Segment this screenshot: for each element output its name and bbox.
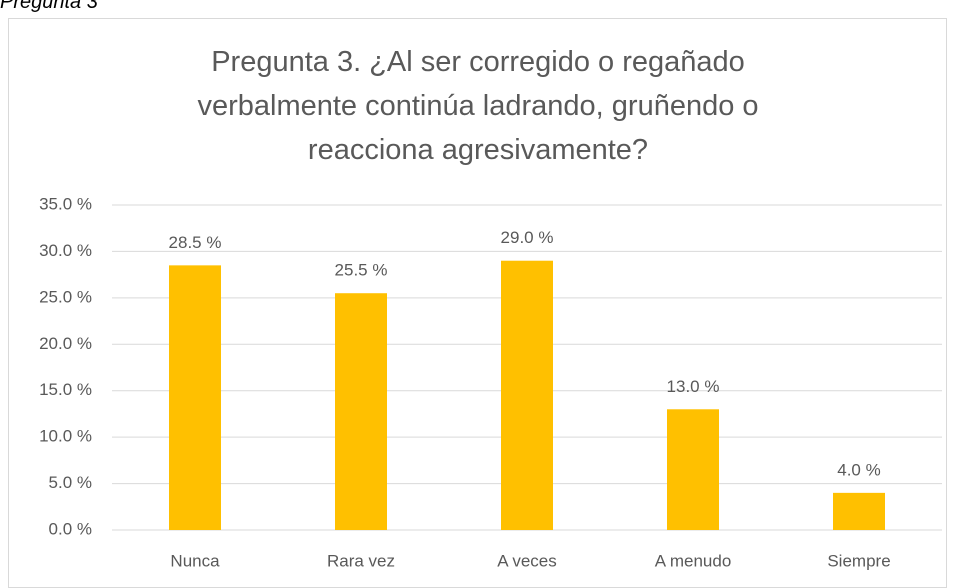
y-tick-label: 0.0 % [49, 519, 92, 538]
y-tick-label: 15.0 % [39, 380, 92, 399]
y-tick-label: 35.0 % [39, 194, 92, 213]
bar [169, 265, 221, 530]
x-tick-label: A veces [497, 551, 557, 570]
caption: Pregunta 3 [0, 0, 98, 13]
y-tick-label: 25.0 % [39, 287, 92, 306]
y-tick-label: 30.0 % [39, 241, 92, 260]
y-tick-label: 10.0 % [39, 427, 92, 446]
bar [833, 492, 885, 530]
data-label: 13.0 % [667, 377, 720, 396]
data-label: 25.5 % [335, 261, 388, 280]
data-label: 28.5 % [169, 233, 222, 252]
data-label: 4.0 % [837, 460, 880, 479]
x-tick-label: Nunca [170, 551, 220, 570]
bar [501, 260, 553, 530]
x-tick-label: Rara vez [327, 551, 395, 570]
y-tick-label: 5.0 % [49, 473, 92, 492]
data-label: 29.0 % [501, 228, 554, 247]
chart-title: Pregunta 3. ¿Al ser corregido o regañado… [197, 46, 759, 166]
y-tick-label: 20.0 % [39, 334, 92, 353]
x-tick-label: Siempre [827, 551, 890, 570]
x-tick-label: A menudo [655, 551, 732, 570]
bar [667, 409, 719, 530]
bar [335, 293, 387, 530]
